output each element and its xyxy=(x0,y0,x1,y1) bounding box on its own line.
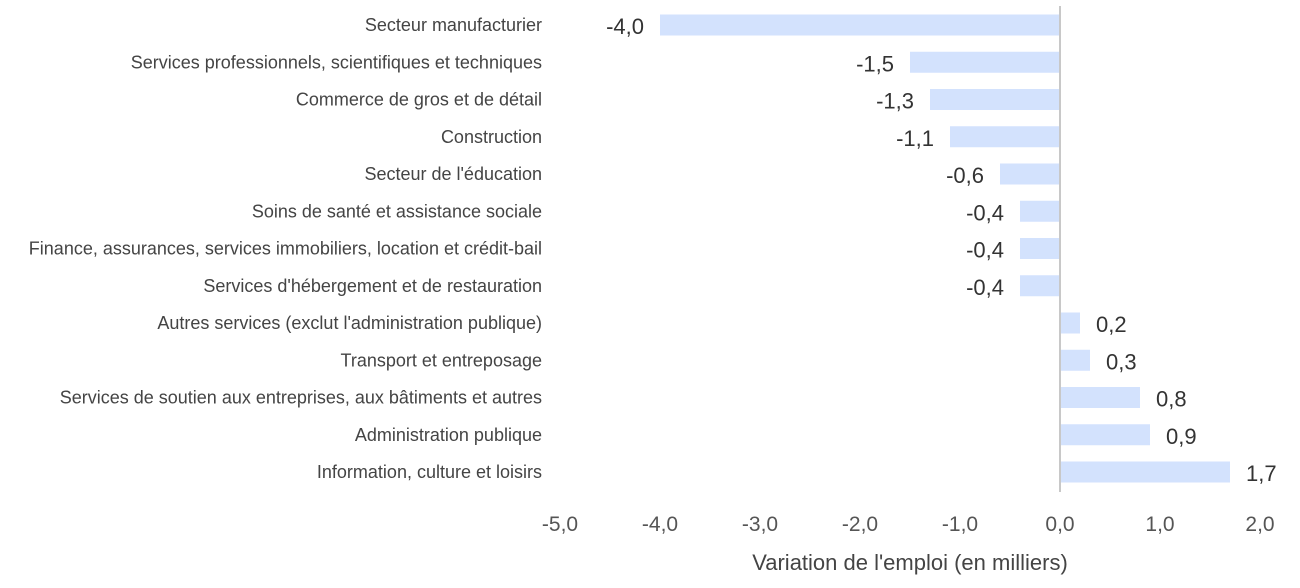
category-label: Administration publique xyxy=(355,425,542,445)
data-label: -0,4 xyxy=(966,275,1004,300)
data-label: 0,2 xyxy=(1096,312,1127,337)
bars xyxy=(660,14,1230,483)
x-tick-label: 1,0 xyxy=(1145,513,1174,536)
data-label: -4,0 xyxy=(606,14,644,39)
category-label: Information, culture et loisirs xyxy=(317,462,542,482)
x-tick-label: -2,0 xyxy=(842,513,878,536)
category-label: Services professionnels, scientifiques e… xyxy=(131,52,542,72)
data-label: 1,7 xyxy=(1246,461,1277,486)
x-axis-title: Variation de l'emploi (en milliers) xyxy=(752,550,1068,575)
category-label: Secteur manufacturier xyxy=(365,15,542,35)
bar xyxy=(1060,424,1150,446)
bar xyxy=(1060,461,1230,483)
category-label: Autres services (exclut l'administration… xyxy=(157,313,542,333)
data-label: 0,9 xyxy=(1166,424,1197,449)
value-labels: -4,0 -1,5 -1,3 -1,1 -0,6 -0,4 -0,4 -0,4 0,2 0,3 0,… xyxy=(606,14,1277,486)
x-tick-label: 0,0 xyxy=(1045,513,1074,536)
bar xyxy=(1060,312,1080,334)
data-label: 0,3 xyxy=(1106,349,1137,374)
x-tick-label: 2,0 xyxy=(1245,513,1274,536)
category-label: Services d'hébergement et de restauratio… xyxy=(203,276,542,296)
bar xyxy=(1060,387,1140,408)
x-tick-label: -3,0 xyxy=(742,513,778,536)
bar xyxy=(1060,349,1090,371)
bar xyxy=(910,51,1060,73)
category-label: Secteur de l'éducation xyxy=(364,164,542,184)
data-label: -0,4 xyxy=(966,238,1004,263)
data-label: -1,3 xyxy=(876,89,914,114)
bar xyxy=(950,126,1060,148)
category-label: Transport et entreposage xyxy=(341,350,542,370)
x-tick-label: -5,0 xyxy=(542,513,578,536)
data-label: -1,5 xyxy=(856,51,894,76)
data-label: -0,6 xyxy=(946,163,984,188)
bar xyxy=(1020,275,1060,297)
category-labels: Secteur manufacturier Services profession… xyxy=(29,15,542,482)
data-label: -0,4 xyxy=(966,200,1004,225)
category-label: Services de soutien aux entreprises, aux… xyxy=(60,388,542,408)
bar xyxy=(660,14,1060,36)
x-tick-label: -4,0 xyxy=(642,513,678,536)
category-label: Construction xyxy=(441,127,542,147)
category-label: Finance, assurances, services immobilier… xyxy=(29,239,542,259)
data-label: 0,8 xyxy=(1156,387,1187,412)
bar xyxy=(930,89,1060,110)
category-label: Commerce de gros et de détail xyxy=(296,90,542,110)
bar xyxy=(1020,238,1060,259)
data-label: -1,1 xyxy=(896,126,934,151)
category-label: Soins de santé et assistance sociale xyxy=(252,201,542,221)
bar xyxy=(1000,163,1060,185)
bar xyxy=(1020,200,1060,222)
x-tick-labels: -5,0 -4,0 -3,0 -2,0 -1,0 0,0 1,0 2,0 xyxy=(542,513,1275,536)
x-tick-label: -1,0 xyxy=(942,513,978,536)
